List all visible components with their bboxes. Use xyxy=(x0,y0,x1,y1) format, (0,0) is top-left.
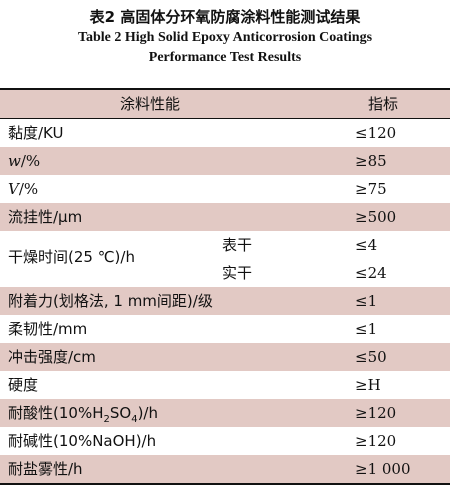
table-row: 耐酸性(10%H2SO4)/h ≥120 xyxy=(0,399,450,427)
bottom-rule xyxy=(0,483,450,485)
row-value: ≥85 xyxy=(355,152,387,170)
caption-english-line-1: Table 2 High Solid Epoxy Anticorrosion C… xyxy=(77,30,373,45)
row-name: 硬度 xyxy=(8,376,39,394)
row-value: ≥120 xyxy=(355,432,397,450)
header-index: 指标 xyxy=(368,95,399,113)
row-name: 柔韧性/mm xyxy=(8,320,88,338)
top-rule xyxy=(0,88,450,90)
drying-sub-label: 实干 xyxy=(222,264,253,282)
row-value: ≤1 xyxy=(355,292,378,310)
row-name: 耐盐雾性/h xyxy=(8,460,83,478)
row-value: ≤4 xyxy=(355,236,378,254)
table-row: 硬度 ≥H xyxy=(0,371,450,399)
row-name: 流挂性/μm xyxy=(8,208,83,226)
row-value: ≥H xyxy=(355,376,381,394)
table-row: V/% ≥75 xyxy=(0,175,450,203)
row-name: 附着力(划格法, 1 mm间距)/级 xyxy=(8,292,213,310)
row-name: 黏度/KU xyxy=(8,124,64,142)
table-row-drying-hard: 实干 ≤24 xyxy=(0,259,450,287)
row-value: ≥500 xyxy=(355,208,397,226)
table-header-row: 涂料性能 指标 xyxy=(0,90,450,118)
row-value: ≤1 xyxy=(355,320,378,338)
table-row: 柔韧性/mm ≤1 xyxy=(0,315,450,343)
table-row: 冲击强度/cm ≤50 xyxy=(0,343,450,371)
row-value: ≥120 xyxy=(355,404,397,422)
table-row-drying-surface: 表干 ≤4 xyxy=(0,231,450,259)
drying-sub-label: 表干 xyxy=(222,236,253,254)
drying-time-label: 干燥时间(25 ℃)/h xyxy=(8,248,135,266)
row-value: ≥1 000 xyxy=(355,460,411,478)
table-row: 耐盐雾性/h ≥1 000 xyxy=(0,455,450,483)
table-row: 附着力(划格法, 1 mm间距)/级 ≤1 xyxy=(0,287,450,315)
table-row: 耐碱性(10%NaOH)/h ≥120 xyxy=(0,427,450,455)
row-name: 耐碱性(10%NaOH)/h xyxy=(8,432,157,450)
header-rule xyxy=(0,118,450,119)
table-row: w/% ≥85 xyxy=(0,147,450,175)
row-name: 冲击强度/cm xyxy=(8,348,96,366)
row-name: 耐酸性(10%H2SO4)/h xyxy=(8,404,158,425)
table-row: 流挂性/μm ≥500 xyxy=(0,203,450,231)
caption-english-line-2: Performance Test Results xyxy=(148,50,302,65)
row-value: ≥75 xyxy=(355,180,387,198)
row-name: V/% xyxy=(8,180,39,198)
table-caption: 表2 高固体分环氧防腐涂料性能测试结果 Table 2 High Solid E… xyxy=(0,0,450,68)
table-row: 黏度/KU ≤120 xyxy=(0,119,450,147)
row-value: ≤24 xyxy=(355,264,387,282)
row-name: w/% xyxy=(8,152,41,170)
caption-chinese: 表2 高固体分环氧防腐涂料性能测试结果 xyxy=(89,8,361,26)
row-value: ≤120 xyxy=(355,124,397,142)
row-value: ≤50 xyxy=(355,348,387,366)
header-property: 涂料性能 xyxy=(120,95,181,113)
